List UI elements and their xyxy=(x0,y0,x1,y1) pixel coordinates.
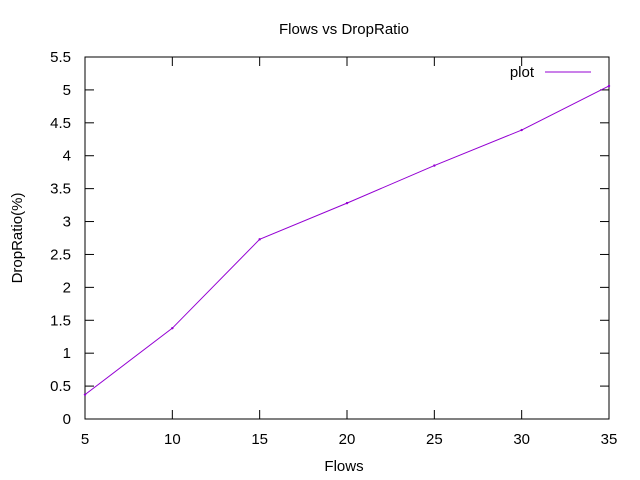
x-tick-label: 20 xyxy=(339,431,356,448)
x-tick-label: 15 xyxy=(251,431,268,448)
x-axis-ticks: 5 10 15 20 25 30 35 xyxy=(81,57,618,448)
y-tick-label: 5.5 xyxy=(50,49,71,66)
y-tick-label: 0 xyxy=(63,411,71,428)
plot-frame xyxy=(84,56,610,420)
y-tick-label: 0.5 xyxy=(50,378,71,395)
y-tick-label: 3 xyxy=(63,214,71,231)
y-tick-label: 5 xyxy=(63,82,71,99)
x-tick-label: 5 xyxy=(81,431,89,448)
y-tick-label: 2.5 xyxy=(50,246,71,263)
data-point xyxy=(345,201,349,205)
x-tick-label: 10 xyxy=(164,431,181,448)
y-tick-label: 3.5 xyxy=(50,181,71,198)
y-axis-label: DropRatio(%) xyxy=(9,193,26,284)
chart-title: Flows vs DropRatio xyxy=(279,21,409,38)
x-tick-label: 35 xyxy=(601,431,618,448)
x-axis-label: Flows xyxy=(324,458,363,475)
x-tick-label: 25 xyxy=(426,431,443,448)
y-tick-label: 1.5 xyxy=(50,312,71,329)
y-tick-label: 2 xyxy=(63,279,71,296)
data-point xyxy=(520,128,523,132)
data-point xyxy=(83,393,87,396)
y-tick-label: 1 xyxy=(63,345,71,362)
series-layer xyxy=(83,84,611,396)
series-line-plot xyxy=(84,85,610,396)
data-point xyxy=(607,84,611,88)
legend: plot xyxy=(510,64,591,81)
y-tick-label: 4.5 xyxy=(50,115,71,132)
y-tick-label: 4 xyxy=(63,148,71,165)
data-point xyxy=(171,326,174,330)
y-axis-ticks: 0 0.5 1 1.5 2 2.5 3 3.5 4 4.5 5 5.5 xyxy=(50,49,609,428)
data-point xyxy=(433,164,436,167)
x-tick-label: 30 xyxy=(513,431,530,448)
data-point xyxy=(258,238,261,241)
legend-label: plot xyxy=(510,64,535,81)
